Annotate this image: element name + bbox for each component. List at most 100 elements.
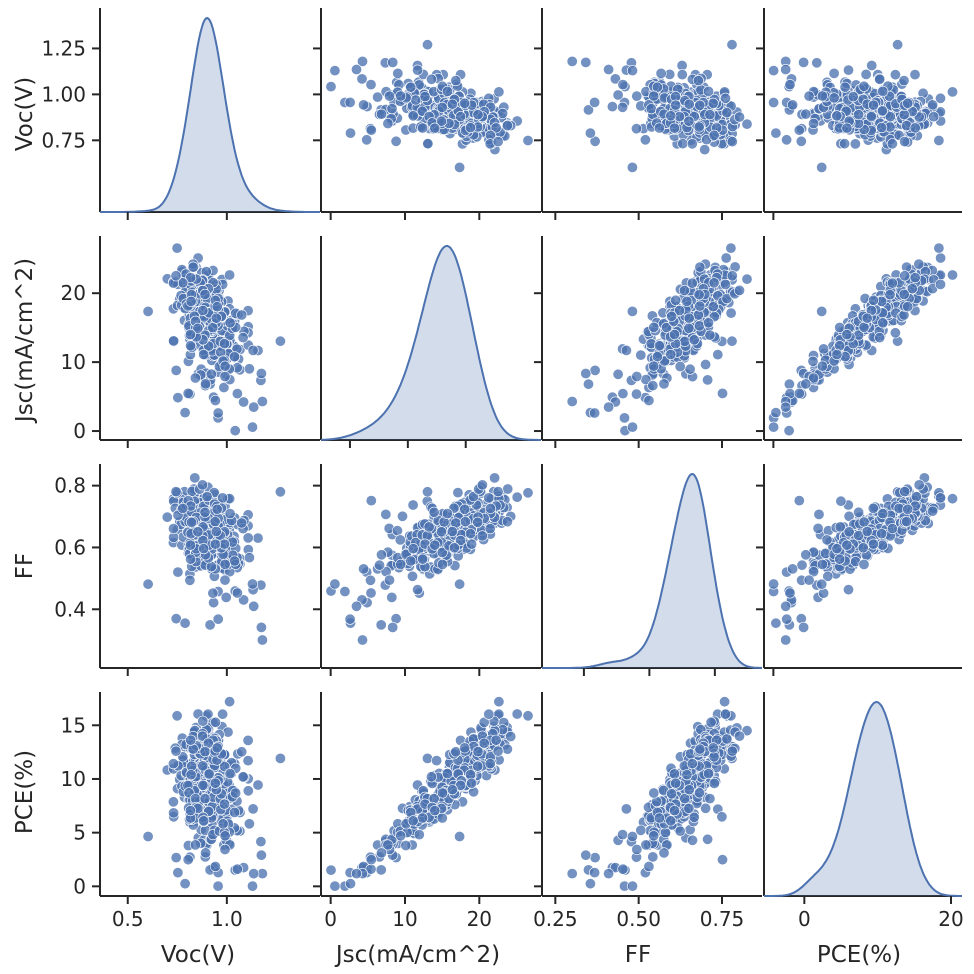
scatter-point [484,523,496,535]
scatter-point [651,351,663,363]
scatter-point [813,508,825,520]
scatter-point [212,613,224,625]
y-tick-label: 20 [61,281,86,305]
scatter-point [417,812,429,824]
scatter-point [617,101,629,113]
scatter-point [224,768,236,780]
scatter-point [492,486,504,498]
scatter-point [808,118,820,130]
scatter-point [708,129,720,141]
scatter-point [631,90,643,102]
scatter-point [700,358,712,370]
scatter-point [493,86,505,98]
scatter-point [683,312,695,324]
scatter-point [400,839,412,851]
scatter-point [185,340,197,352]
scatter-point [909,122,921,134]
scatter-point [344,96,356,108]
scatter-point [798,621,810,633]
scatter-point [793,387,805,399]
scatter-point [946,86,958,98]
scatter-point [501,743,513,755]
scatter-point [704,329,716,341]
scatter-point [678,284,690,296]
scatter-point [407,499,419,511]
scatter-point [800,549,812,561]
scatter-point [676,69,688,81]
scatter-point [612,368,624,380]
scatter-point [200,847,212,859]
scatter-point [428,506,440,518]
scatter-point [665,348,677,360]
scatter-point [177,502,189,514]
scatter-point [375,108,387,120]
scatter-point [946,269,958,281]
scatter-point [793,495,805,507]
scatter-point [490,122,502,134]
scatter-point [726,335,738,347]
scatter-point [492,136,504,148]
scatter-point [707,301,719,313]
scatter-point [429,805,441,817]
scatter-point [647,380,659,392]
scatter-point [483,708,495,720]
scatter-point [828,92,840,104]
scatter-point [800,108,812,120]
scatter-point [230,787,242,799]
scatter-point [648,360,660,372]
scatter-point [668,328,680,340]
y-tick-label: 0.8 [54,474,86,498]
scatter-point [187,261,199,273]
x-tick-label: 0.5 [112,907,144,931]
scatter-point [383,90,395,102]
scatter-point [934,92,946,104]
scatter-point [372,91,384,103]
scatter-point [490,734,502,746]
scatter-point [441,768,453,780]
scatter-point [702,833,714,845]
scatter-point [702,85,714,97]
scatter-point [229,351,241,363]
scatter-point [816,360,828,372]
scatter-point [935,252,947,264]
scatter-point [184,574,196,586]
scatter-point [466,777,478,789]
scatter-point [726,39,738,51]
panel-2-0: 0.40.60.8 [54,464,320,676]
x-tick-label: 0 [324,907,337,931]
scatter-point [511,491,523,503]
y-tick-label: 10 [61,767,86,791]
scatter-point [248,600,260,612]
scatter-point [236,746,248,758]
scatter-point [877,508,889,520]
scatter-point [464,122,476,134]
scatter-point [365,854,377,866]
scatter-point [219,558,231,570]
scatter-point [421,486,433,498]
scatter-point [237,332,249,344]
scatter-point [612,89,624,101]
scatter-point [934,278,946,290]
scatter-point [580,367,592,379]
scatter-point [209,538,221,550]
scatter-point [589,407,601,419]
scatter-point [185,539,197,551]
scatter-point [584,127,596,139]
scatter-point [219,830,231,842]
scatter-point [702,317,714,329]
scatter-point [566,395,578,407]
scatter-point [236,309,248,321]
scatter-point [243,552,255,564]
scatter-point [185,734,197,746]
scatter-point [582,378,594,390]
scatter-point [219,338,231,350]
scatter-point [407,110,419,122]
scatter-point [210,525,222,537]
panel-2-3 [756,464,962,676]
scatter-point [626,305,638,317]
scatter-point [933,135,945,147]
scatter-point [231,863,243,875]
scatter-point [229,555,241,567]
scatter-point [768,421,780,433]
scatter-point [796,559,808,571]
